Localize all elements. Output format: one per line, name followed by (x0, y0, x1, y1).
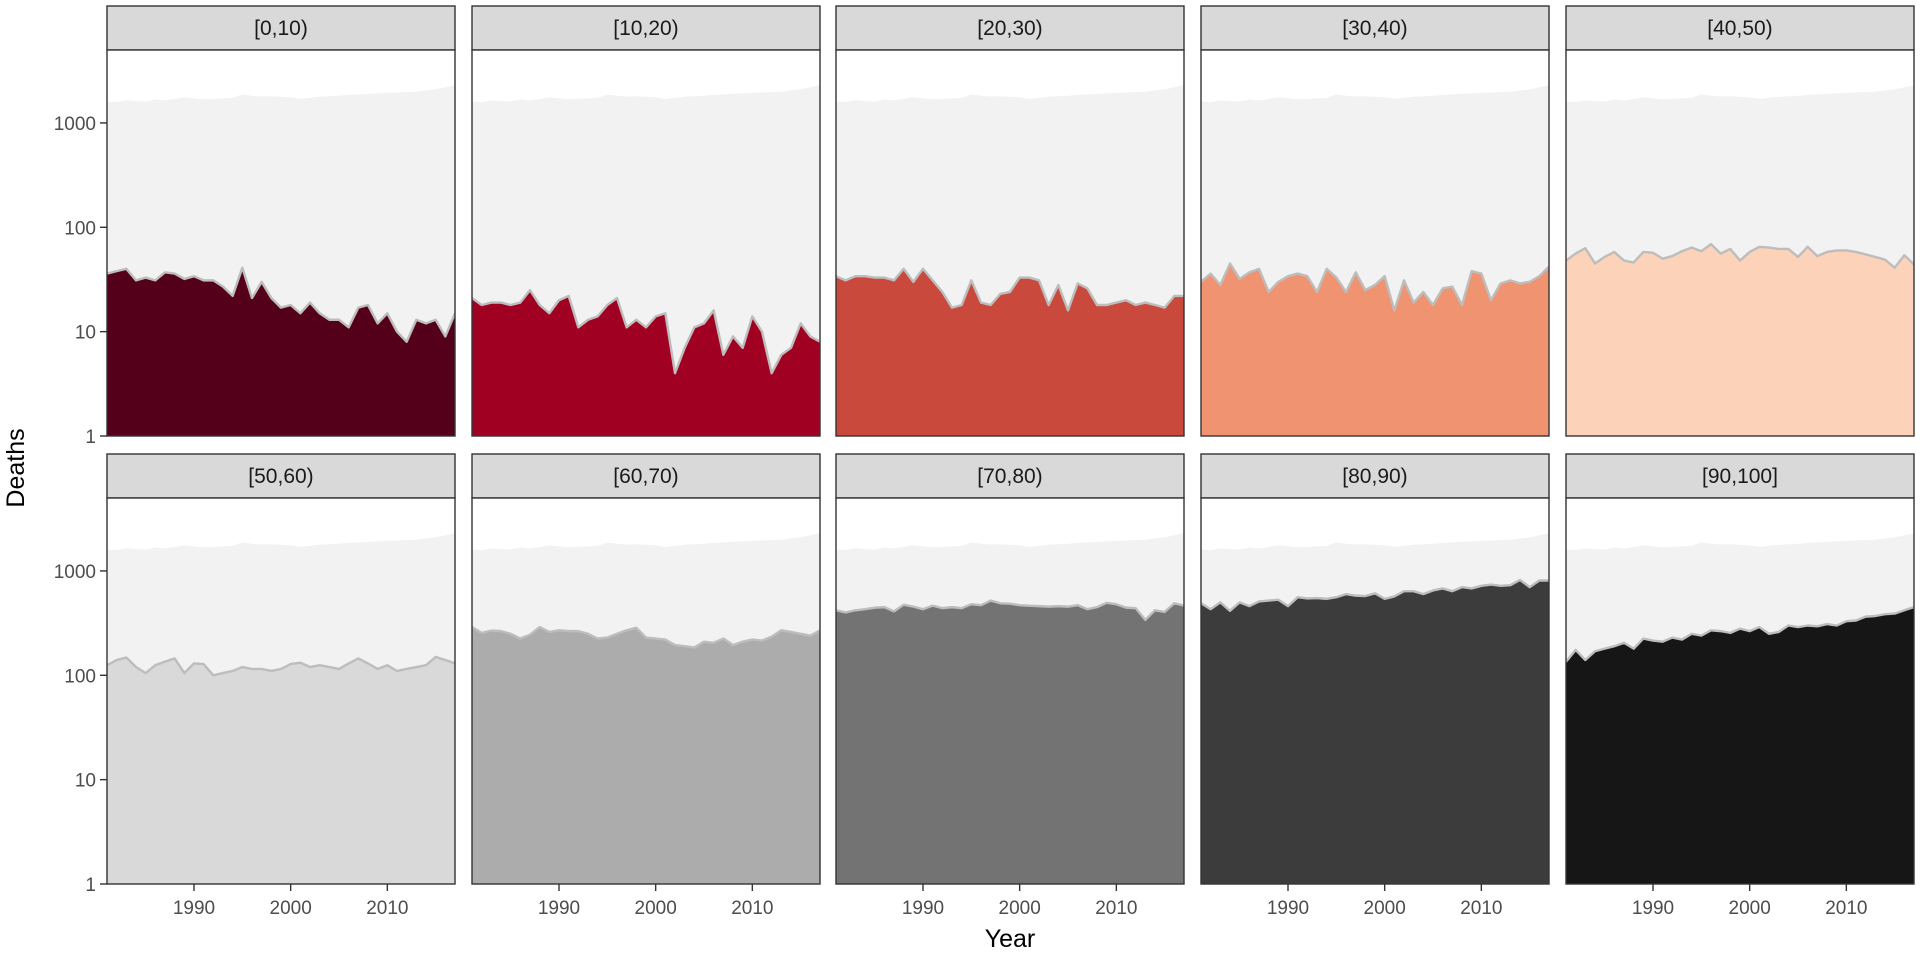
facet-strip-label: [10,20) (613, 17, 678, 40)
y-tick-label: 10 (75, 323, 96, 344)
y-tick-label: 1 (85, 875, 96, 896)
panel-border (471, 49, 821, 437)
age-group-area (836, 268, 1184, 436)
age-group-line (1201, 578, 1549, 612)
panel-border (1200, 497, 1550, 885)
facet-strip (1200, 453, 1550, 499)
age-group-area (472, 290, 820, 436)
y-tick-label: 100 (64, 218, 96, 239)
panel-border (835, 497, 1185, 885)
panel-border (1200, 49, 1550, 437)
x-tick-label: 2010 (1825, 898, 1867, 919)
facet-strip-label: [50,60) (248, 465, 313, 488)
facet-strip (1565, 5, 1915, 51)
age-group-line (1201, 262, 1549, 312)
age-group-area (836, 600, 1184, 884)
panel-plot-area (836, 533, 1184, 884)
y-tick-label: 1000 (54, 562, 96, 583)
facet-panel: [20,30) (835, 5, 1185, 437)
facet-strip (835, 5, 1185, 51)
facet-panel: [50,60) 1 10 100 1000 1990 2000 2010 (54, 453, 456, 919)
x-tick-label: 1990 (173, 898, 215, 919)
x-tick-label: 2000 (270, 898, 312, 919)
panel-border (471, 497, 821, 885)
age-group-area (107, 656, 455, 884)
facet-strip-label: [80,90) (1342, 465, 1407, 488)
panel-plot-area (1566, 85, 1914, 436)
x-tick-label: 1990 (902, 898, 944, 919)
facet-panel: [30,40) (1200, 5, 1550, 437)
facet-panel: [70,80) 1990 2000 2010 (835, 453, 1185, 919)
facet-strip (471, 453, 821, 499)
panel-plot-area (1566, 533, 1914, 884)
panel-border (1565, 497, 1915, 885)
panel-border (106, 49, 456, 437)
facet-strip-label: [40,50) (1707, 17, 1772, 40)
age-group-line (836, 599, 1184, 622)
facet-strip-label: [20,30) (977, 17, 1042, 40)
age-group-line (836, 267, 1184, 312)
panels-layer: [0,10) 1 10 100 1000 [10,20) [20,30) [30,40) [40… (54, 5, 1915, 919)
y-tick-label: 1000 (54, 114, 96, 135)
age-group-line (107, 266, 455, 343)
facet-panel: [0,10) 1 10 100 1000 (54, 5, 456, 448)
x-tick-label: 2010 (1460, 898, 1502, 919)
y-tick-label: 100 (64, 666, 96, 687)
facet-strip (106, 453, 456, 499)
y-tick-label: 10 (75, 771, 96, 792)
facet-strip-label: [60,70) (613, 465, 678, 488)
panel-border (835, 49, 1185, 437)
x-axis-title: Year (985, 925, 1036, 953)
x-tick-label: 2010 (1095, 898, 1137, 919)
panel-plot-area (472, 533, 820, 884)
panel-plot-area (472, 85, 820, 436)
x-tick-label: 2000 (999, 898, 1041, 919)
facet-panel: [10,20) (471, 5, 821, 437)
x-tick-label: 2000 (1729, 898, 1771, 919)
facet-panel: [40,50) (1565, 5, 1915, 437)
panel-border (106, 497, 456, 885)
x-tick-label: 2010 (731, 898, 773, 919)
age-group-area (1566, 607, 1914, 884)
age-group-line (107, 655, 455, 677)
x-tick-label: 2000 (635, 898, 677, 919)
x-tick-label: 1990 (538, 898, 580, 919)
age-group-line (1566, 242, 1914, 269)
age-group-area (1201, 263, 1549, 436)
facet-strip-label: [0,10) (254, 17, 308, 40)
facet-strip (471, 5, 821, 51)
age-group-line (472, 288, 820, 375)
x-tick-label: 1990 (1267, 898, 1309, 919)
age-group-line (472, 625, 820, 649)
facet-panel: [90,100] 1990 2000 2010 (1565, 453, 1915, 919)
y-axis-title: Deaths (2, 428, 30, 507)
age-group-area (1566, 244, 1914, 436)
age-group-area (107, 267, 455, 436)
panel-plot-area (107, 85, 455, 436)
x-tick-label: 1990 (1632, 898, 1674, 919)
facet-strip (106, 5, 456, 51)
facet-panel: [80,90) 1990 2000 2010 (1200, 453, 1550, 919)
panel-border (1565, 49, 1915, 437)
age-group-line (1566, 605, 1914, 663)
age-group-area (1201, 579, 1549, 884)
facet-strip (835, 453, 1185, 499)
x-tick-label: 2000 (1364, 898, 1406, 919)
panel-plot-area (1201, 85, 1549, 436)
facet-strip-label: [30,40) (1342, 17, 1407, 40)
x-tick-label: 2010 (366, 898, 408, 919)
panel-plot-area (1201, 533, 1549, 884)
panel-plot-area (836, 85, 1184, 436)
facet-panel: [60,70) 1990 2000 2010 (471, 453, 821, 919)
panel-plot-area (107, 533, 455, 884)
y-tick-label: 1 (85, 427, 96, 448)
facet-strip-label: [70,80) (977, 465, 1042, 488)
facet-strip-label: [90,100] (1702, 465, 1778, 488)
age-group-area (472, 627, 820, 884)
